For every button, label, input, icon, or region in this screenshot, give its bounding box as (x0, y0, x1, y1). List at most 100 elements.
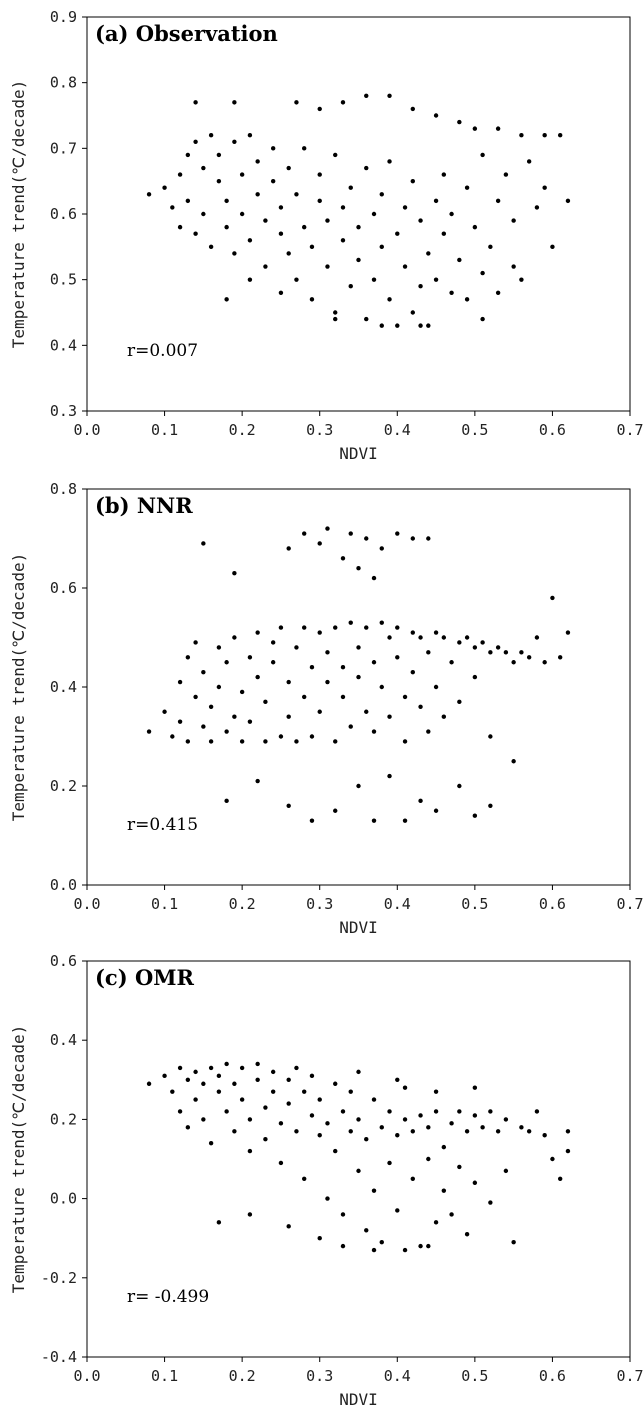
scatter-point (557, 133, 563, 138)
scatter-point (449, 290, 454, 295)
scatter-point (278, 625, 284, 630)
x-axis-label: NDVI (339, 918, 378, 937)
x-tick-label: 0.2 (229, 895, 256, 913)
scatter-point (449, 1212, 454, 1217)
scatter-point (387, 635, 392, 640)
scatter-point (317, 541, 322, 546)
scatter-point (418, 798, 423, 804)
scatter-point (302, 625, 307, 630)
scatter-point (364, 165, 369, 171)
x-tick-label: 0.1 (151, 895, 178, 913)
scatter-point (309, 297, 315, 302)
scatter-point (433, 684, 439, 690)
scatter-point (232, 1129, 237, 1134)
scatter-point (201, 1081, 206, 1086)
scatter-point (162, 185, 167, 190)
scatter-point (457, 699, 462, 705)
scatter-point (503, 1168, 509, 1174)
scatter-point (340, 1212, 346, 1217)
scatter-point (278, 734, 284, 739)
scatter-point (278, 231, 284, 236)
scatter-point (426, 1243, 431, 1249)
scatter-point (309, 244, 315, 250)
scatter-point (519, 650, 524, 655)
scatter-point (472, 126, 478, 131)
scatter-point (278, 205, 284, 210)
scatter-point (387, 773, 392, 779)
scatter-point (519, 1125, 524, 1130)
scatter-point (433, 630, 439, 635)
scatter-point (480, 270, 485, 276)
scatter-point (387, 93, 392, 99)
scatter-point (309, 1113, 315, 1118)
scatter-point (340, 1109, 346, 1114)
scatter-point (325, 218, 330, 223)
scatter-point (333, 1148, 338, 1154)
scatter-point (302, 531, 307, 536)
scatter-point (364, 625, 369, 630)
scatter-point (433, 1089, 439, 1094)
scatter-point (356, 1069, 361, 1075)
scatter-point (216, 178, 222, 184)
scatter-point (356, 224, 361, 230)
scatter-point (472, 1085, 478, 1090)
scatter-point (550, 1156, 555, 1162)
scatter-point (480, 316, 485, 322)
scatter-point (402, 205, 408, 210)
scatter-point (402, 818, 408, 823)
x-tick-label: 0.3 (306, 421, 333, 439)
scatter-point (457, 1109, 462, 1114)
scatter-point (426, 323, 431, 328)
scatter-point (480, 1125, 485, 1130)
scatter-point (216, 1089, 222, 1094)
scatter-point (348, 284, 353, 289)
scatter-point (239, 689, 245, 695)
scatter-point (395, 625, 400, 630)
scatter-point (395, 1208, 400, 1213)
scatter-point (519, 133, 524, 138)
scatter-point (348, 724, 353, 729)
x-tick-label: 0.5 (461, 1367, 488, 1385)
y-tick-label: 0.8 (50, 74, 77, 92)
scatter-point (441, 172, 447, 177)
x-tick-label: 0.7 (616, 1367, 643, 1385)
scatter-point (263, 264, 268, 269)
scatter-point (201, 211, 206, 217)
scatter-point (333, 310, 338, 315)
scatter-point (340, 694, 346, 700)
scatter-point (356, 257, 361, 263)
scatter-point (270, 146, 276, 151)
scatter-point (379, 244, 384, 250)
scatter-point (418, 218, 423, 223)
scatter-point (232, 139, 237, 144)
scatter-point (193, 139, 198, 144)
scatter-point (255, 630, 260, 635)
scatter-point (286, 546, 291, 551)
scatter-point (216, 152, 222, 158)
scatter-point (480, 640, 485, 645)
scatter-point (170, 205, 175, 210)
scatter-point (379, 546, 384, 551)
scatter-point (534, 635, 540, 640)
y-tick-label: 0.4 (50, 1031, 77, 1049)
scatter-point (317, 172, 322, 177)
scatter-point (224, 660, 229, 665)
scatter-point (379, 684, 384, 690)
scatter-point (309, 734, 315, 739)
correlation-annotation: r=0.415 (127, 815, 198, 835)
scatter-point (239, 1065, 245, 1071)
scatter-point (294, 100, 299, 105)
scatter-point (410, 1176, 415, 1182)
scatter-point (286, 714, 291, 719)
scatter-point (340, 100, 346, 105)
scatter-point (495, 645, 501, 650)
scatter-point (348, 1089, 353, 1094)
scatter-point (201, 724, 206, 729)
scatter-point (387, 1160, 392, 1166)
scatter-point (208, 1140, 214, 1146)
scatter-point (449, 660, 454, 665)
scatter-point (208, 244, 214, 250)
scatter-point (294, 1065, 299, 1071)
scatter-point (333, 739, 338, 744)
scatter-point (464, 297, 470, 302)
